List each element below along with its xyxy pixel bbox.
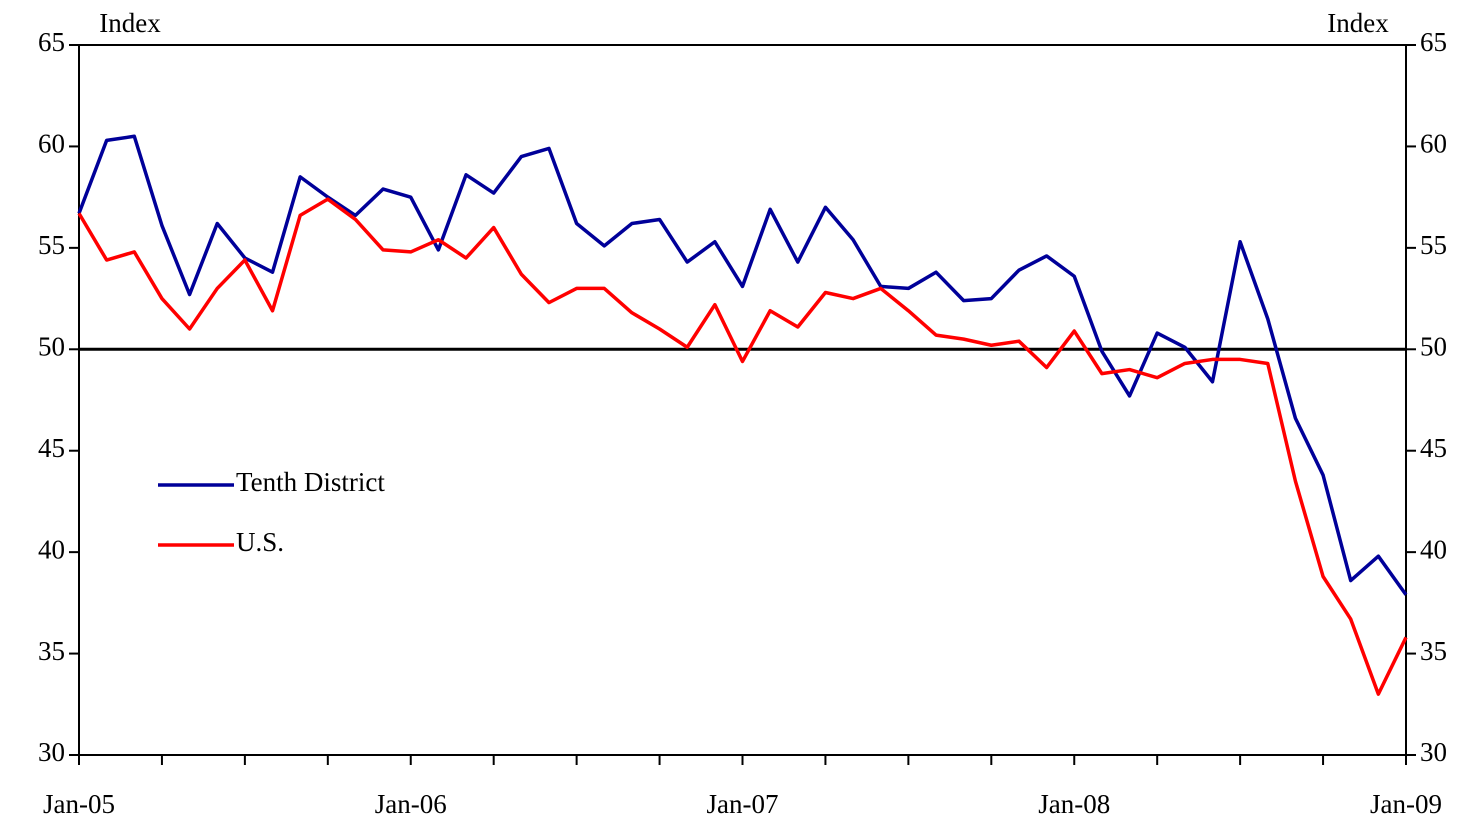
y-tick-label: 35 — [38, 636, 65, 666]
y2-tick-label: 55 — [1420, 230, 1447, 260]
y-tick-label: 60 — [38, 129, 65, 159]
y2-tick-label: 60 — [1420, 129, 1447, 159]
y2-tick-label: 40 — [1420, 534, 1447, 564]
x-tick-label: Jan-08 — [1038, 789, 1110, 819]
x-tick-label: Jan-06 — [375, 789, 447, 819]
x-tick-label: Jan-09 — [1370, 789, 1442, 819]
y2-tick-label: 35 — [1420, 636, 1447, 666]
legend-label: Tenth District — [236, 467, 385, 497]
y-tick-label: 65 — [38, 27, 65, 57]
y2-tick-label: 65 — [1420, 27, 1447, 57]
y-tick-label: 50 — [38, 331, 65, 361]
legend-label: U.S. — [236, 527, 284, 557]
plot-frame — [78, 44, 1407, 756]
x-tick-label: Jan-07 — [707, 789, 779, 819]
y2-tick-label: 30 — [1420, 737, 1447, 767]
y-tick-label: 30 — [38, 737, 65, 767]
y2-tick-label: 45 — [1420, 433, 1447, 463]
x-tick-label: Jan-05 — [43, 789, 115, 819]
series-line — [77, 197, 1408, 696]
y-tick-label: 40 — [38, 534, 65, 564]
y2-tick-label: 50 — [1420, 331, 1447, 361]
y-tick-label: 45 — [38, 433, 65, 463]
series-line — [77, 134, 1408, 596]
y2-axis-label: Index — [1327, 8, 1389, 38]
y-tick-label: 55 — [38, 230, 65, 260]
y-axis-label: Index — [99, 8, 161, 38]
